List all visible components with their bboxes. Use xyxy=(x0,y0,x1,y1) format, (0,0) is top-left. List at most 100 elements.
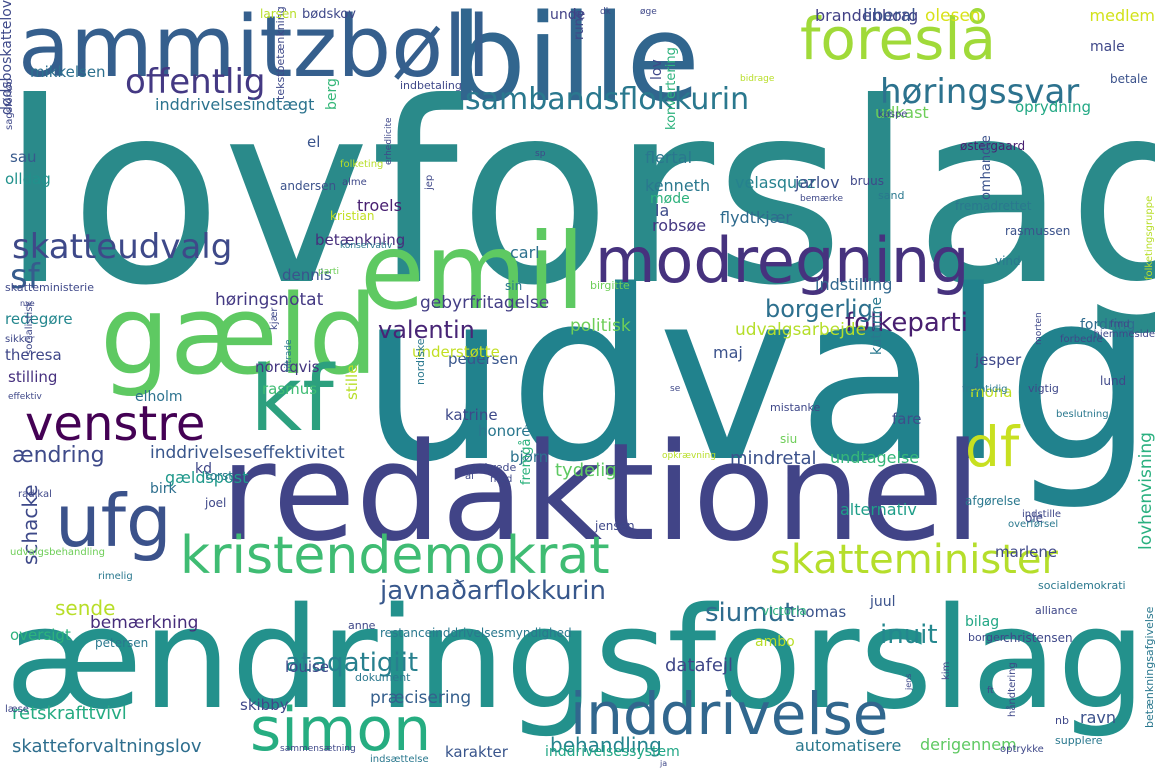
word-cloud-word: gebyrfritagelse xyxy=(420,293,550,313)
word-cloud-word: indstille xyxy=(1022,509,1062,520)
word-cloud-word: vind xyxy=(995,254,1021,268)
word-cloud-word: konvertering xyxy=(664,47,679,130)
word-cloud-word: betale xyxy=(1110,72,1148,86)
word-cloud-word: tydelig xyxy=(555,460,617,481)
word-cloud-word: beslutning xyxy=(1056,409,1109,420)
word-cloud-word: pedersen xyxy=(448,350,519,368)
word-cloud-word: siu xyxy=(780,432,798,446)
word-cloud-word: effektiv xyxy=(8,392,42,402)
word-cloud-word: bemærke xyxy=(800,194,843,204)
word-cloud-word: morten xyxy=(1034,312,1044,345)
word-cloud-word: vigtig xyxy=(1028,382,1059,395)
word-cloud-word: alliance xyxy=(1035,604,1078,617)
word-cloud-word: socialistisk xyxy=(24,300,35,355)
word-cloud-word: inddrivelseseffektivitet xyxy=(150,443,345,463)
word-cloud-word: elholm xyxy=(135,389,183,405)
word-cloud-word: bjørn xyxy=(510,448,549,466)
word-cloud-word: simon xyxy=(250,695,432,765)
word-cloud-word: sagsforløb xyxy=(4,78,15,130)
word-cloud-word: inddrivelsessystem xyxy=(545,744,680,760)
word-cloud-word: tiltrade xyxy=(284,339,294,372)
word-cloud-word: juul xyxy=(870,594,896,610)
word-cloud-word: joel xyxy=(205,496,227,510)
word-cloud-word: olldag xyxy=(5,170,51,188)
word-cloud-word: sf xyxy=(10,257,40,297)
word-cloud-word: automatisere xyxy=(795,736,902,755)
word-cloud-word: nb xyxy=(1055,714,1069,727)
word-cloud-word: retskrafttvivl xyxy=(12,703,127,724)
word-cloud-word: jep xyxy=(424,174,435,190)
word-cloud-word: derigennem xyxy=(920,735,1017,754)
word-cloud-word: rasmussen xyxy=(1005,224,1071,238)
word-cloud-word: medlem xyxy=(1089,6,1155,25)
word-cloud-word: rasmus xyxy=(262,380,318,398)
word-cloud-word: sikker xyxy=(5,334,35,345)
word-cloud-word: ændringsforslag xyxy=(5,578,1147,741)
word-cloud-word: foreslå xyxy=(800,5,997,73)
word-cloud-word: møde xyxy=(650,191,690,207)
word-cloud-word: gældspost xyxy=(165,468,249,487)
word-cloud-word: mistanke xyxy=(770,401,821,414)
word-cloud-word: datafejl xyxy=(665,655,733,676)
word-cloud-word: udkast xyxy=(875,103,929,122)
word-cloud-word: jens xyxy=(904,673,913,690)
word-cloud-word: lovforslag xyxy=(0,49,1155,340)
word-cloud-word: øge xyxy=(640,7,657,17)
word-cloud-word: kd xyxy=(195,461,212,477)
word-cloud-word: venstre xyxy=(25,396,206,452)
word-cloud-word: jensen xyxy=(595,519,635,533)
word-cloud-word: maj xyxy=(713,343,743,362)
word-cloud-word: flertal xyxy=(645,148,693,167)
word-cloud-word: javnaðarflokkurin xyxy=(380,576,606,606)
word-cloud-word: nfed xyxy=(490,474,513,485)
word-cloud-word: stilling xyxy=(8,368,58,386)
word-cloud-word: radikal xyxy=(18,489,52,500)
word-cloud-word: anne xyxy=(348,619,376,632)
word-cloud-word: ammitzbøll xyxy=(18,0,491,97)
word-cloud-word: præcisering xyxy=(370,688,472,708)
word-cloud-word: lovhenvisning xyxy=(1136,432,1155,550)
word-cloud-word: udvalg xyxy=(359,241,1155,514)
word-cloud-word: socialdemokrati xyxy=(1038,579,1126,592)
word-cloud-word: dk xyxy=(600,7,611,17)
word-cloud-word: optrykke xyxy=(1000,744,1044,755)
word-cloud-word: redaktionel xyxy=(220,414,982,571)
word-cloud-word: marlene xyxy=(995,543,1058,561)
word-cloud-word: liberal xyxy=(863,6,916,26)
word-cloud-word: omhandle xyxy=(979,135,994,200)
word-cloud-word: bilag xyxy=(965,614,1000,630)
word-cloud-word: velasquez xyxy=(735,173,816,192)
word-cloud-word: folkeparti xyxy=(845,308,968,338)
word-cloud-word: gæld xyxy=(100,271,379,399)
word-cloud-word: thomas xyxy=(790,603,847,621)
word-cloud-word: inddrivelse xyxy=(570,680,889,748)
word-cloud-word: inuit xyxy=(880,620,938,650)
word-cloud-word: robsøe xyxy=(652,216,707,235)
word-cloud-word: kaspe xyxy=(878,109,908,120)
word-cloud-word: katrine xyxy=(445,406,498,424)
word-cloud-word: betænkningsafgivelse xyxy=(1143,606,1155,728)
word-cloud-word: stille xyxy=(343,364,361,400)
word-cloud-word: karakter xyxy=(445,743,508,761)
word-cloud-word: unde xyxy=(550,7,586,23)
word-cloud-word: birgitte xyxy=(590,279,630,292)
word-cloud-word: alternativ xyxy=(840,500,917,519)
word-cloud-word: betænkning xyxy=(315,231,406,249)
word-cloud-word: ole xyxy=(1025,511,1044,525)
word-cloud-word: kim xyxy=(941,661,952,680)
word-cloud-word: skibby xyxy=(240,696,289,714)
word-cloud-word: berg xyxy=(324,78,340,110)
word-cloud-word: kathrine xyxy=(869,297,885,355)
word-cloud-word: jesper xyxy=(975,351,1022,369)
word-cloud-word: nordiske xyxy=(414,338,427,385)
word-cloud-word: lund xyxy=(1100,374,1127,388)
word-cloud-word: sand xyxy=(878,189,905,202)
word-cloud-word: fordring xyxy=(1080,317,1136,333)
word-cloud-word: ja xyxy=(660,759,668,768)
word-cloud-word: kristian xyxy=(330,209,375,223)
word-cloud-word: dennis xyxy=(282,266,332,284)
word-cloud-word: theresa xyxy=(5,346,62,364)
word-cloud-word: oversigt xyxy=(10,626,71,644)
word-cloud-word: østergaard xyxy=(960,139,1026,153)
word-cloud-word: lov xyxy=(649,59,665,80)
